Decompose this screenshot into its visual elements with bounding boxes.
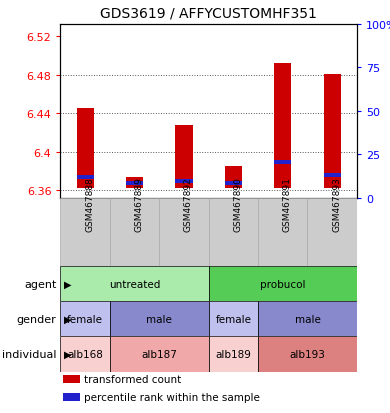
Text: female: female: [215, 314, 251, 324]
Bar: [176, 126, 193, 189]
Bar: [110, 337, 209, 372]
Text: GSM467888: GSM467888: [85, 176, 94, 231]
Bar: [60, 337, 110, 372]
Bar: [64, 393, 80, 401]
Title: GDS3619 / AFFYCUSTOMHF351: GDS3619 / AFFYCUSTOMHF351: [100, 7, 317, 21]
Bar: [307, 198, 357, 266]
Text: probucol: probucol: [260, 279, 305, 289]
Text: percentile rank within the sample: percentile rank within the sample: [84, 392, 260, 402]
Bar: [324, 75, 341, 189]
Text: male: male: [146, 314, 172, 324]
Bar: [76, 109, 94, 189]
Bar: [258, 198, 307, 266]
Bar: [126, 177, 143, 189]
Bar: [209, 337, 258, 372]
Text: alb187: alb187: [141, 349, 177, 359]
Text: ▶: ▶: [64, 349, 72, 359]
Bar: [64, 375, 80, 383]
Text: alb189: alb189: [215, 349, 251, 359]
Bar: [324, 173, 341, 177]
Text: GSM467892: GSM467892: [184, 176, 193, 231]
Bar: [159, 198, 209, 266]
Bar: [225, 166, 242, 189]
Bar: [60, 266, 209, 301]
Text: alb193: alb193: [289, 349, 325, 359]
Text: agent: agent: [24, 279, 57, 289]
Text: gender: gender: [17, 314, 57, 324]
Text: individual: individual: [2, 349, 57, 359]
Bar: [274, 64, 291, 189]
Bar: [110, 301, 209, 337]
Bar: [258, 337, 357, 372]
Text: GSM467893: GSM467893: [332, 176, 341, 231]
Text: transformed count: transformed count: [84, 374, 181, 384]
Bar: [176, 180, 193, 184]
Bar: [126, 182, 143, 186]
Text: female: female: [67, 314, 103, 324]
Text: GSM467889: GSM467889: [135, 176, 144, 231]
Bar: [209, 301, 258, 337]
Text: GSM467891: GSM467891: [283, 176, 292, 231]
Text: alb168: alb168: [67, 349, 103, 359]
Bar: [110, 198, 159, 266]
Bar: [209, 266, 357, 301]
Bar: [258, 301, 357, 337]
Bar: [60, 301, 110, 337]
Bar: [225, 182, 242, 186]
Bar: [60, 198, 110, 266]
Bar: [274, 161, 291, 165]
Text: ▶: ▶: [64, 279, 72, 289]
Bar: [76, 175, 94, 179]
Text: male: male: [294, 314, 321, 324]
Text: GSM467890: GSM467890: [233, 176, 242, 231]
Text: ▶: ▶: [64, 314, 72, 324]
Text: untreated: untreated: [109, 279, 160, 289]
Bar: [209, 198, 258, 266]
